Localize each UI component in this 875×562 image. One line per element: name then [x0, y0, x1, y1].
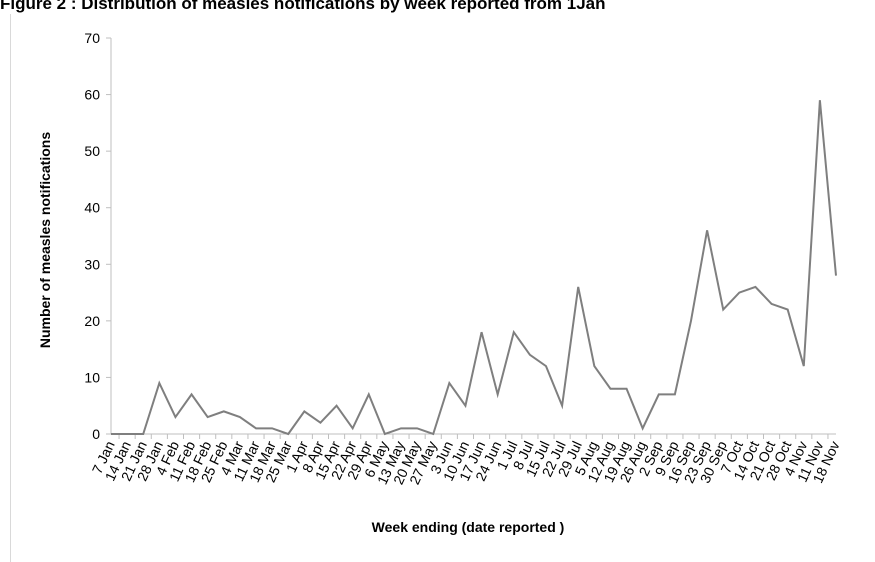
y-tick-label: 20	[84, 313, 100, 329]
series-measles-notifications	[111, 100, 837, 436]
y-tick-label: 60	[84, 87, 100, 103]
y-tick-label: 10	[84, 369, 100, 385]
y-axis: 0 10 20 30 40 50 60 70	[84, 30, 112, 442]
y-tick-label: 40	[84, 200, 100, 216]
y-axis-title: Number of measles notifications	[37, 132, 53, 348]
chart-title: Figure 2 : Distribution of measles notif…	[0, 0, 606, 13]
y-tick-label: 70	[84, 30, 100, 46]
y-tick-label: 0	[92, 426, 100, 442]
x-axis-title: Week ending (date reported )	[372, 519, 565, 535]
y-tick-label: 30	[84, 256, 100, 272]
frame-border	[10, 14, 11, 562]
y-tick-label: 50	[84, 143, 100, 159]
series-line	[111, 100, 837, 436]
